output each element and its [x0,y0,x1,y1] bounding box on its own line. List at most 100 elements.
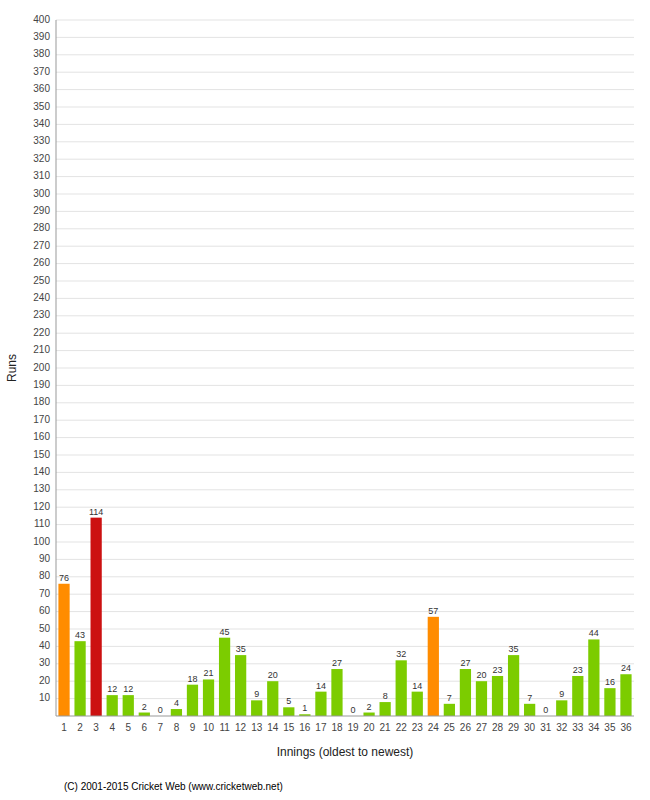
grid-line [56,437,634,438]
bar [476,681,487,716]
y-tick-label: 40 [39,640,51,651]
y-tick-label: 60 [39,605,51,616]
x-tick-label: 31 [540,722,552,733]
grid-line [56,72,634,73]
data-labels: 7643114121220418214535920511427028321457… [59,507,631,715]
x-axis-title: Innings (oldest to newest) [277,745,414,759]
y-tick-label: 260 [33,257,50,268]
grid-line [56,402,634,403]
data-label: 57 [428,606,438,616]
data-label: 43 [75,630,85,640]
bar [107,695,118,716]
grid-line [56,646,634,647]
data-label: 20 [476,670,486,680]
y-tick-label: 400 [33,14,50,25]
data-label: 0 [351,705,356,715]
x-tick-label: 17 [315,722,327,733]
x-tick-label: 32 [556,722,568,733]
y-tick-label: 300 [33,188,50,199]
grid-line [56,176,634,177]
bar [235,655,246,716]
x-tick-label: 1 [61,722,67,733]
grid-line [56,298,634,299]
bar [267,681,278,716]
bar [460,669,471,716]
y-tick-label: 380 [33,48,50,59]
data-label: 4 [174,698,179,708]
y-tick-label: 130 [33,483,50,494]
data-label: 18 [187,674,197,684]
y-tick-label: 170 [33,414,50,425]
x-tick-label: 7 [158,722,164,733]
bar [315,692,326,716]
y-tick-label: 30 [39,657,51,668]
y-tick-label: 160 [33,431,50,442]
grid-line [56,472,634,473]
bar [412,692,423,716]
y-tick-label: 10 [39,692,51,703]
y-tick-label: 100 [33,536,50,547]
x-tick-label: 18 [331,722,343,733]
grid-line [56,681,634,682]
bar [604,688,615,716]
data-label: 12 [107,684,117,694]
y-axis-line [56,20,57,716]
x-tick-label: 14 [267,722,279,733]
x-tick-label: 6 [142,722,148,733]
grid-line [56,54,634,55]
data-label: 76 [59,573,69,583]
x-axis-line [56,716,634,717]
grid-line [56,159,634,160]
footer: (C) 2001-2015 Cricket Web (www.cricketwe… [64,781,283,792]
grid-line [56,489,634,490]
grid-line [56,507,634,508]
x-tick-label: 22 [396,722,408,733]
x-tick-label: 2 [77,722,83,733]
y-tick-label: 220 [33,327,50,338]
grid-line [56,542,634,543]
bar [283,707,294,716]
x-tick-label: 27 [476,722,488,733]
data-label: 8 [383,691,388,701]
x-tick-label: 15 [283,722,295,733]
grid-line [56,559,634,560]
bar [331,669,342,716]
y-tick-label: 120 [33,501,50,512]
y-tick-label: 110 [34,518,50,529]
x-tick-label: 4 [109,722,115,733]
data-label: 35 [236,644,246,654]
bar [171,709,182,716]
y-tick-label: 250 [33,275,50,286]
grid-line [56,263,634,264]
grid-line [56,37,634,38]
data-label: 14 [316,681,326,691]
data-label: 14 [412,681,422,691]
y-tick-label: 20 [39,675,51,686]
grid-line [56,629,634,630]
grid-line [56,524,634,525]
data-label: 114 [89,507,103,517]
bar [363,713,374,716]
bar [572,676,583,716]
grid-line [56,594,634,595]
y-axis-title: Runs [5,354,19,382]
x-tick-label: 9 [190,722,196,733]
data-label: 9 [559,689,564,699]
data-label: 44 [589,628,599,638]
data-label: 27 [332,658,342,668]
x-tick-label: 30 [524,722,536,733]
data-label: 12 [123,684,133,694]
y-tick-label: 190 [33,379,50,390]
bar [380,702,391,716]
bar [123,695,134,716]
x-tick-label: 25 [444,722,456,733]
bar [251,700,262,716]
x-tick-label: 8 [174,722,180,733]
x-ticks: 1234567891011121314151617181920212223242… [61,722,632,733]
bar [444,704,455,716]
bar [219,638,230,716]
grid-line [56,89,634,90]
bar [396,660,407,716]
bar [139,713,150,716]
grid-line [56,124,634,125]
